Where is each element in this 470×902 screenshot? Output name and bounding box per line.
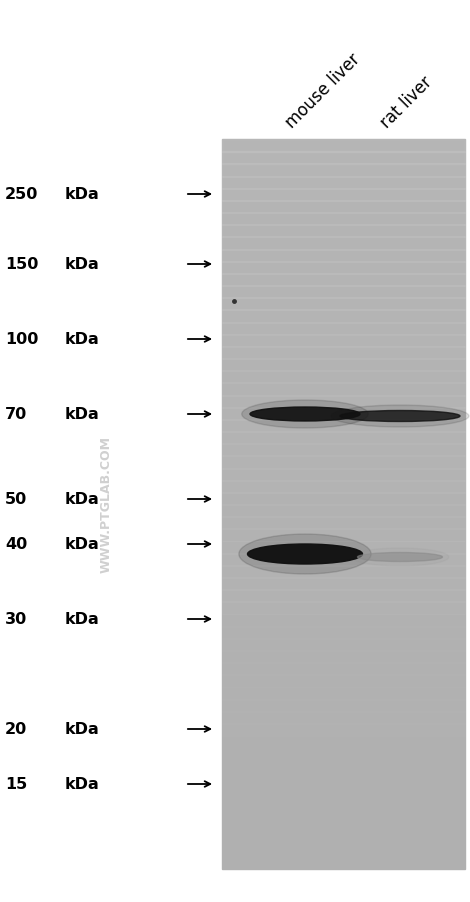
Bar [222,371,465,384]
Text: kDa: kDa [65,332,100,347]
Bar [222,444,465,456]
Text: 70: 70 [5,407,27,422]
Text: rat liver: rat liver [377,73,436,132]
Bar [222,590,465,603]
Bar [222,273,465,287]
Bar [222,675,465,687]
Bar [222,335,465,347]
Bar [222,225,465,238]
Bar [222,845,465,858]
Bar [222,407,465,420]
Bar [222,638,465,651]
Bar [222,614,465,627]
Ellipse shape [250,408,360,421]
Bar [222,237,465,250]
Bar [222,541,465,554]
Bar [222,553,465,566]
Bar [222,419,465,433]
Bar [222,686,465,700]
Bar [222,395,465,409]
Text: 100: 100 [5,332,39,347]
Bar [222,577,465,591]
Bar [222,468,465,481]
Ellipse shape [351,548,449,566]
Text: kDa: kDa [65,407,100,422]
Bar [222,566,465,578]
Text: kDa: kDa [65,612,100,627]
Bar [222,602,465,615]
Text: kDa: kDa [65,492,100,507]
Ellipse shape [248,545,362,565]
Bar [222,833,465,846]
Bar [222,310,465,323]
Text: 40: 40 [5,537,27,552]
Bar [222,796,465,809]
Text: 250: 250 [5,188,39,202]
Bar [222,748,465,760]
Text: 30: 30 [5,612,27,627]
Bar [222,140,465,153]
Bar [222,504,465,518]
Bar [222,723,465,736]
Ellipse shape [358,553,442,562]
Bar [222,711,465,724]
Bar [222,772,465,785]
Bar [222,735,465,749]
Bar [222,821,465,833]
Bar [222,249,465,262]
Bar [222,492,465,505]
Ellipse shape [239,534,371,575]
Bar [222,140,465,869]
Text: kDa: kDa [65,777,100,792]
Bar [222,759,465,773]
Bar [222,626,465,640]
Text: 150: 150 [5,257,39,272]
Bar [222,784,465,797]
Bar [222,189,465,202]
Bar [222,456,465,469]
Bar [222,383,465,396]
Bar [222,359,465,372]
Bar [222,808,465,822]
Bar [222,517,465,529]
Text: kDa: kDa [65,188,100,202]
Text: mouse liver: mouse liver [282,51,364,132]
Bar [222,286,465,299]
Text: 50: 50 [5,492,27,507]
Bar [222,662,465,676]
Bar [222,650,465,664]
Text: kDa: kDa [65,257,100,272]
Bar [222,699,465,712]
Bar [222,213,465,226]
Text: kDa: kDa [65,537,100,552]
Text: 20: 20 [5,722,27,737]
Ellipse shape [242,400,368,428]
Bar [222,262,465,274]
Bar [222,322,465,336]
Text: kDa: kDa [65,722,100,737]
Bar [222,346,465,360]
Text: WWW.PTGLAB.COM: WWW.PTGLAB.COM [100,436,112,573]
Bar [222,857,465,870]
Bar [222,529,465,542]
Ellipse shape [340,411,460,422]
Ellipse shape [331,406,469,428]
Bar [222,480,465,493]
Bar [222,298,465,311]
Text: 15: 15 [5,777,27,792]
Bar [222,152,465,165]
Bar [222,176,465,189]
Bar [222,164,465,178]
Bar [222,431,465,445]
Bar [222,200,465,214]
